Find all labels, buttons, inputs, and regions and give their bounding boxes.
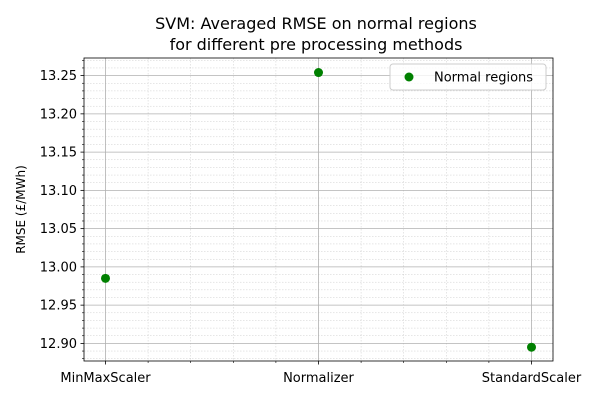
y-tick-label: 13.20	[40, 107, 77, 122]
y-tick-label: 13.10	[40, 184, 77, 199]
data-point	[314, 68, 323, 78]
y-tick-label: 12.95	[40, 299, 77, 314]
data-point	[527, 342, 536, 352]
y-tick-label: 12.90	[40, 337, 77, 352]
chart-title-line-1: SVM: Averaged RMSE on normal regions	[155, 14, 477, 33]
axis-ticks: 12.90 12.95 13.00 13.05 13.10 13.15 13.20 13.25…	[40, 59, 582, 386]
x-tick-label: MinMaxScaler	[60, 371, 151, 386]
legend-marker	[404, 72, 414, 82]
data-points	[101, 68, 536, 352]
x-tick-label: StandardScaler	[482, 371, 582, 386]
y-tick-label: 13.15	[40, 146, 77, 161]
legend-box	[389, 63, 547, 91]
y-axis-label: RMSE (£/MWh)	[14, 165, 28, 254]
chart-title-line-2: for different pre processing methods	[170, 35, 463, 54]
y-tick-label: 13.25	[40, 69, 77, 84]
y-tick-label: 13.00	[40, 260, 77, 275]
y-tick-label: 13.05	[40, 222, 77, 237]
data-point	[101, 273, 110, 283]
x-tick-label: Normalizer	[283, 371, 354, 386]
legend: Normal regions	[389, 63, 547, 91]
legend-label: Normal regions	[434, 71, 533, 86]
